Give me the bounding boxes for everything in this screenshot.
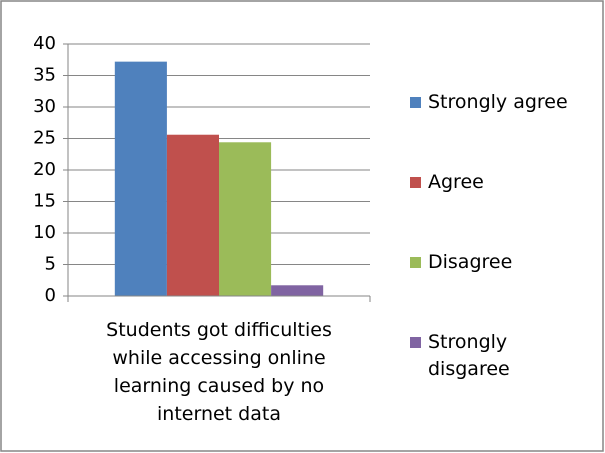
legend-swatch (410, 257, 421, 268)
bar (166, 134, 219, 296)
bar (219, 142, 272, 296)
x-tick-label: Students got difficulties while accessin… (106, 319, 332, 425)
legend-swatch (410, 337, 421, 348)
bar (271, 285, 324, 296)
y-tick-label: 15 (33, 191, 56, 212)
legend-label: Strongly agree (428, 91, 568, 113)
y-tick-label: 25 (33, 128, 56, 149)
legend-label: Disagree (428, 251, 513, 273)
y-tick-label: 20 (33, 159, 56, 180)
y-tick-label: 0 (45, 285, 56, 306)
y-tick-label: 5 (45, 254, 56, 275)
legend-swatch (410, 97, 421, 108)
bar (114, 61, 167, 296)
y-tick-label: 30 (33, 96, 56, 117)
legend-label: Strongly disgaree (428, 331, 510, 380)
legend-label: Agree (428, 171, 484, 193)
y-tick-label: 35 (33, 65, 56, 86)
y-tick-label: 10 (33, 222, 56, 243)
legend-swatch (410, 177, 421, 188)
y-tick-label: 40 (33, 33, 56, 54)
